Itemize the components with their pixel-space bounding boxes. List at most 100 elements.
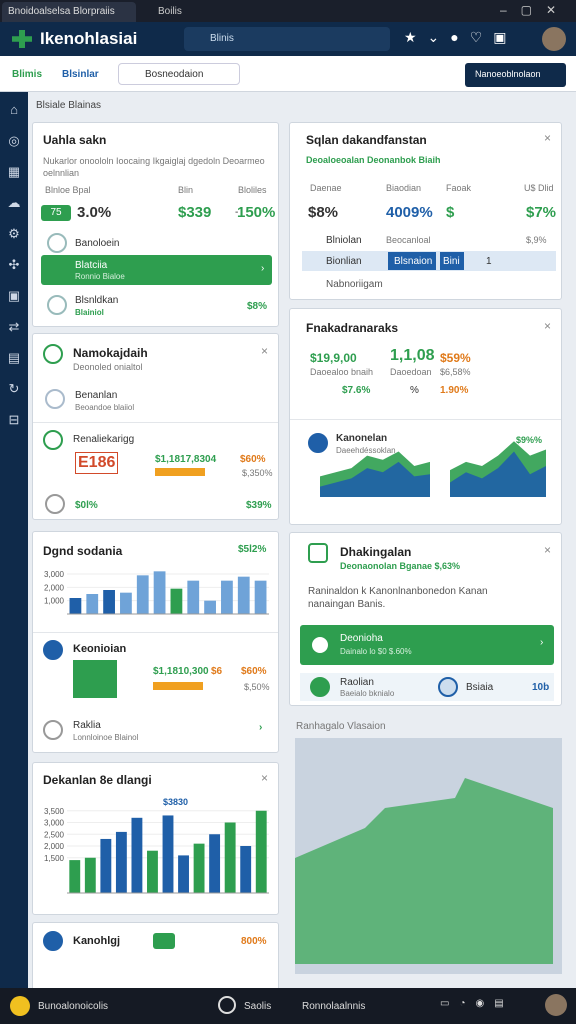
- sidebar[interactable]: ⌂ ◎ ▦ ☁ ⚙ ✣ ▣ ⇄ ▤ ↻ ⊟: [0, 92, 28, 988]
- toolbar-tab[interactable]: Blimis: [12, 69, 43, 80]
- list-item[interactable]: Renaliekarigg: [73, 434, 135, 445]
- y-tick-label: 1,500: [44, 854, 65, 863]
- bar: [147, 850, 158, 893]
- card-title: Kanohlgj: [73, 935, 121, 947]
- area: [320, 461, 430, 497]
- app-title: Ikenohlasiai: [40, 29, 138, 48]
- card-desc: Nukarlor onoololn Ioocaing Ikgaiglaj dge…: [43, 156, 265, 178]
- tab[interactable]: Boilis: [158, 6, 182, 17]
- list-item[interactable]: Raklia: [73, 720, 101, 731]
- card-value: 800%: [241, 936, 267, 947]
- bar: [237, 576, 250, 614]
- icon: [47, 295, 67, 315]
- panel-title: Sqlan dakandfanstan: [306, 133, 427, 147]
- chart-value: $9%%: [516, 435, 543, 445]
- col-head: Biaodian: [386, 183, 422, 193]
- cell: 1: [486, 256, 492, 267]
- bar: [209, 834, 221, 893]
- col-head: Faoak: [446, 183, 472, 193]
- icon: [45, 494, 65, 514]
- card: Dekanlan 8e dlangi × $3830 3,500 3,000 2,5…: [32, 762, 279, 915]
- stat: 3.0%: [77, 204, 112, 221]
- toolbar: Blimis Blsinlar Bosneodaion Nanoeoblnola…: [0, 56, 576, 92]
- close[interactable]: ×: [261, 771, 269, 785]
- close[interactable]: ×: [544, 319, 552, 333]
- map-title: Ranhagalo Vlasaion: [296, 721, 386, 732]
- card-value: $5l2%: [238, 544, 267, 555]
- row-title: Raolian: [340, 677, 374, 688]
- row-label: Blniolan: [326, 235, 362, 246]
- row-title: Bsiaia: [466, 682, 494, 693]
- primary-button[interactable]: Nanoeoblnolaon: [465, 63, 566, 87]
- close[interactable]: ×: [544, 543, 552, 557]
- stat-sub: Daoedoan: [390, 367, 432, 377]
- taskbar-item[interactable]: Bunoalonoicolis: [38, 1001, 109, 1012]
- bar: [120, 592, 132, 614]
- list-sub: Lonnloinoe Blainol: [73, 733, 139, 742]
- icon: [45, 389, 65, 409]
- dropdown[interactable]: Bosneodaion: [118, 63, 240, 85]
- stat: 150%: [237, 204, 276, 221]
- sub-title: Keonioian: [73, 643, 127, 655]
- y-tick-label: 3,000: [44, 570, 65, 579]
- close[interactable]: ×: [261, 344, 269, 358]
- card-sub: Deonoled onialtol: [73, 362, 143, 372]
- icon: [43, 640, 63, 660]
- y-tick-label: 2,000: [44, 583, 65, 592]
- y-tick-label: 1,000: [44, 597, 65, 606]
- stat: $1,1810,300: [153, 666, 209, 677]
- chevron[interactable]: ›: [259, 722, 263, 733]
- list-item[interactable]: Banoloein: [75, 238, 120, 249]
- highlight-row[interactable]: Blatciia Ronnio Bialoe ›: [41, 255, 272, 285]
- tray-icons[interactable]: ▭◔◉▤: [440, 998, 514, 1009]
- stat: 1.90%: [440, 385, 469, 396]
- close[interactable]: ×: [544, 131, 552, 145]
- browser-bar: Bnoidoalselsa Blorpraiis Boilis –▢✕: [0, 0, 576, 22]
- card: Kanohlgj 800%: [32, 922, 279, 992]
- icon: [43, 720, 63, 740]
- chevron: ›: [540, 637, 544, 648]
- active-row[interactable]: Bionlian Blsnaion Bini 1: [302, 251, 556, 271]
- y-tick-label: 3,500: [44, 807, 65, 816]
- label: Blin: [178, 185, 194, 195]
- bar-chart: 3,000 2,000 1,000: [44, 570, 269, 615]
- badge: 75: [41, 205, 71, 221]
- cell: $8%: [308, 204, 339, 221]
- row-sub: Ronnio Bialoe: [75, 272, 125, 281]
- tab[interactable]: Bnoidoalselsa Blorpraiis: [2, 2, 136, 22]
- highlight-row[interactable]: Deonioha Dainalo lo $0 $.60% ›: [300, 625, 554, 665]
- icon: [310, 635, 330, 655]
- toolbar-tab[interactable]: Blsinlar: [62, 69, 99, 80]
- bar: [103, 590, 115, 614]
- avatar[interactable]: [542, 27, 566, 51]
- cell: Bionlian: [326, 256, 362, 267]
- card-value: $3830: [163, 797, 189, 807]
- icon: [43, 344, 63, 364]
- search[interactable]: Blinis: [184, 27, 390, 51]
- stat: $60%: [240, 454, 266, 465]
- bar: [178, 855, 189, 893]
- list-item[interactable]: Benanlan: [75, 390, 118, 401]
- taskbar-item[interactable]: Ronnolaalnnis: [302, 1001, 366, 1012]
- stat: -: [235, 207, 239, 218]
- stat: 1,1,08: [390, 347, 435, 364]
- bar: [69, 860, 81, 893]
- list-item[interactable]: Blsnldkan: [75, 295, 119, 306]
- window-controls[interactable]: –▢✕: [500, 3, 571, 17]
- stat: $39%: [246, 500, 272, 511]
- icon: [308, 543, 328, 563]
- panel-title: Dhakingalan: [340, 545, 412, 559]
- panel-sub: Deonaonolan Bganae $,63%: [340, 561, 461, 571]
- col-head: Daenae: [310, 183, 342, 193]
- header-icons[interactable]: ★⌄●♡▣: [404, 29, 518, 45]
- map: [295, 738, 562, 974]
- list-sub: Blainiol: [75, 308, 104, 317]
- card: Namokajdaih Deonoled onialtol × Benanlan…: [32, 333, 279, 520]
- bar-indicator: [155, 468, 205, 476]
- taskbar-item[interactable]: Saolis: [244, 1001, 272, 1012]
- list-row[interactable]: Raolian Baeialo bknialo Bsiaia 10b: [300, 673, 554, 701]
- list-sub: Beoandoe blaiiol: [75, 403, 135, 412]
- cell: Bini: [440, 252, 464, 270]
- chart-sub: Daeehdéssoklan: [336, 446, 396, 455]
